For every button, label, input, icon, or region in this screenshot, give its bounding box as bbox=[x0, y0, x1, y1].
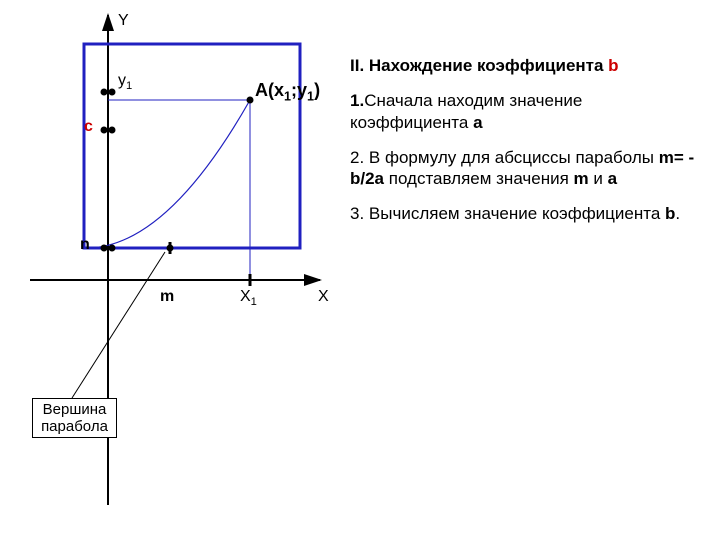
tick-n-label: n bbox=[80, 236, 90, 254]
tick-c-label: c bbox=[84, 118, 93, 136]
explanation-text: II. Нахождение коэффициента b 1.Сначала … bbox=[350, 55, 700, 225]
vertex-label-box: Вершина парабола bbox=[32, 398, 117, 438]
point-a-label: А(x1;y1) bbox=[255, 80, 320, 104]
tick-m-label: m bbox=[160, 288, 174, 306]
axis-y-label: Y bbox=[118, 12, 129, 30]
tick-x1-label: X1 bbox=[240, 288, 257, 308]
tick-y1-label: y1 bbox=[118, 72, 132, 92]
labels-layer: X Y y1 c n m X1 А(x1;y1) Вершина парабол… bbox=[0, 0, 720, 540]
axis-x-label: X bbox=[318, 288, 329, 306]
